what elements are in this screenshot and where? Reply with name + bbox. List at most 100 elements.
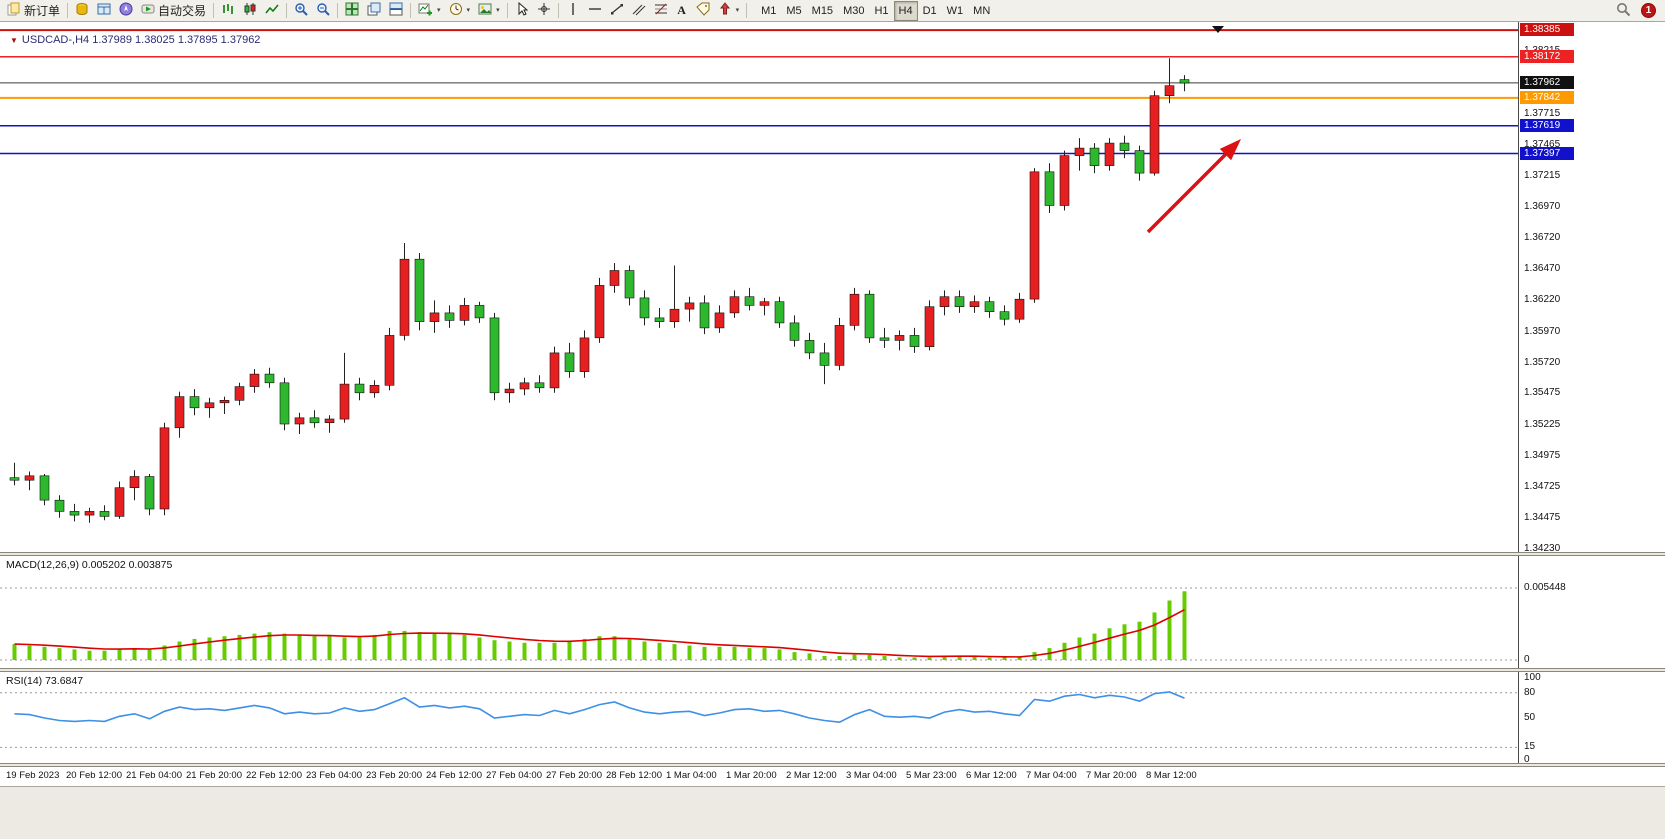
cursor-button[interactable] (511, 1, 533, 21)
panel-splitter[interactable] (0, 763, 1665, 767)
toolbar-separator (746, 3, 748, 18)
main-chart-panel[interactable]: ▼ USDCAD-,H4 1.37989 1.38025 1.37895 1.3… (0, 22, 1665, 554)
template-button[interactable]: ▾ (474, 1, 504, 21)
tile-horizontal-icon (389, 2, 403, 19)
cascade-windows-icon (367, 2, 381, 19)
rsi-tick-label: 80 (1524, 686, 1536, 698)
macd-panel[interactable]: MACD(12,26,9) 0.005202 0.003875 0.005448… (0, 556, 1665, 668)
label-tool-icon (695, 2, 710, 19)
price-tick-label: 1.36970 (1524, 200, 1561, 212)
time-tick-label: 20 Feb 12:00 (66, 770, 122, 781)
fibonacci-icon (654, 2, 668, 19)
trendline-icon (610, 2, 624, 19)
macd-axis[interactable]: 0.005448 0 (1518, 556, 1665, 668)
rsi-tick-label: 50 (1524, 712, 1536, 723)
clock-icon (449, 2, 463, 19)
vertical-line-button[interactable] (562, 1, 584, 21)
cursor-icon (515, 1, 529, 19)
price-badge: 1.37962 (1520, 75, 1574, 89)
rsi-tick-label: 100 (1524, 672, 1541, 683)
tile-windows-button[interactable] (341, 1, 363, 21)
time-tick-label: 24 Feb 12:00 (426, 770, 482, 781)
fibonacci-button[interactable] (650, 1, 672, 21)
price-badge: 1.37619 (1520, 118, 1574, 132)
new-order-button[interactable]: 新订单 (3, 1, 64, 21)
price-badge: 1.37397 (1520, 146, 1574, 160)
text-tool-button[interactable]: A (672, 1, 692, 21)
bar-chart-button[interactable] (217, 1, 239, 21)
time-tick-label: 23 Feb 20:00 (366, 770, 422, 781)
price-badge: 1.37842 (1520, 90, 1574, 104)
trendline-button[interactable] (606, 1, 628, 21)
search-button[interactable] (1612, 1, 1635, 21)
panel-splitter[interactable] (0, 668, 1665, 672)
timeframe-button-m30[interactable]: M30 (838, 1, 869, 21)
search-icon (1616, 2, 1631, 20)
chart-title: ▼ USDCAD-,H4 1.37989 1.38025 1.37895 1.3… (10, 34, 260, 46)
vertical-line-icon (566, 2, 580, 19)
rsi-axis[interactable]: 100 80 50 15 0 (1518, 672, 1665, 765)
symbol-dropdown-icon: ▼ (10, 35, 18, 45)
main-chart-canvas[interactable] (0, 22, 1518, 557)
crosshair-button[interactable] (533, 1, 555, 21)
timeframe-button-m5[interactable]: M5 (781, 1, 806, 21)
shapes-button[interactable]: ▾ (714, 1, 744, 21)
rsi-label: RSI(14) 73.6847 (6, 675, 84, 687)
chart-title-text: USDCAD-,H4 1.37989 1.38025 1.37895 1.379… (21, 34, 261, 46)
navigator-icon (119, 2, 133, 19)
time-tick-label: 2 Mar 12:00 (786, 770, 837, 781)
hline-anchor-marker (1212, 26, 1224, 33)
channel-icon (632, 2, 646, 19)
macd-tick-label: 0.005448 (1524, 582, 1566, 593)
bar-chart-icon (221, 2, 235, 19)
data-window-button[interactable] (93, 1, 115, 21)
cascade-windows-button[interactable] (363, 1, 385, 21)
horizontal-line-button[interactable] (584, 1, 606, 21)
chevron-down-icon: ▾ (466, 7, 471, 14)
toolbar-separator (506, 3, 508, 18)
price-tick-label: 1.37465 (1524, 139, 1561, 150)
rsi-canvas[interactable] (0, 672, 1518, 768)
toolbar-right: 1 (1612, 1, 1662, 21)
candles (9, 58, 1190, 523)
timeframe-button-h4[interactable]: H4 (893, 0, 918, 21)
tile-horizontal-button[interactable] (385, 1, 407, 21)
price-tick-label: 1.35475 (1524, 387, 1561, 399)
panel-splitter[interactable] (0, 552, 1665, 556)
price-tick-label: 1.35225 (1524, 418, 1561, 430)
candlestick-chart-button[interactable] (239, 1, 261, 21)
price-tick-label: 1.37215 (1524, 170, 1561, 182)
toolbar-separator (67, 3, 69, 18)
rsi-tick-label: 15 (1524, 741, 1536, 753)
add-indicator-button[interactable]: ▾ (414, 1, 445, 21)
toolbar-separator (410, 3, 412, 18)
macd-canvas[interactable] (0, 556, 1518, 673)
price-tick-label: 1.35720 (1524, 356, 1561, 368)
line-chart-button[interactable] (261, 1, 283, 21)
zoom-in-button[interactable] (290, 1, 312, 21)
price-tick-label: 1.34475 (1524, 512, 1561, 524)
trend-arrow-annotation (1146, 147, 1233, 234)
time-axis[interactable]: 19 Feb 2023 20 Feb 12:00 21 Feb 04:00 21 Fe… (0, 767, 1665, 786)
auto-trading-button[interactable]: 自动交易 (137, 1, 210, 21)
price-axis[interactable]: 1.382151.377151.374651.372151.369701.367… (1518, 22, 1665, 554)
timeframe-button-m1[interactable]: M1 (756, 1, 781, 21)
notification-badge[interactable]: 1 (1641, 3, 1656, 18)
timeframe-button-h1[interactable]: H1 (869, 1, 893, 21)
rsi-panel[interactable]: RSI(14) 73.6847 100 80 50 15 0 (0, 672, 1665, 765)
timeframe-button-w1[interactable]: W1 (942, 1, 969, 21)
timeframe-button-m15[interactable]: M15 (807, 1, 838, 21)
price-tick-label: 1.34975 (1524, 449, 1561, 461)
rsi-line (14, 691, 1185, 724)
timeframe-button-mn[interactable]: MN (968, 1, 995, 21)
market-watch-button[interactable] (71, 1, 93, 21)
period-button[interactable]: ▾ (445, 1, 475, 21)
time-tick-label: 1 Mar 20:00 (726, 770, 777, 781)
macd-label: MACD(12,26,9) 0.005202 0.003875 (6, 559, 173, 571)
label-tool-button[interactable] (692, 1, 714, 21)
timeframe-button-d1[interactable]: D1 (918, 1, 942, 21)
navigator-button[interactable] (115, 1, 137, 21)
zoom-out-button[interactable] (312, 1, 334, 21)
channel-button[interactable] (628, 1, 650, 21)
add-indicator-icon (418, 2, 433, 19)
